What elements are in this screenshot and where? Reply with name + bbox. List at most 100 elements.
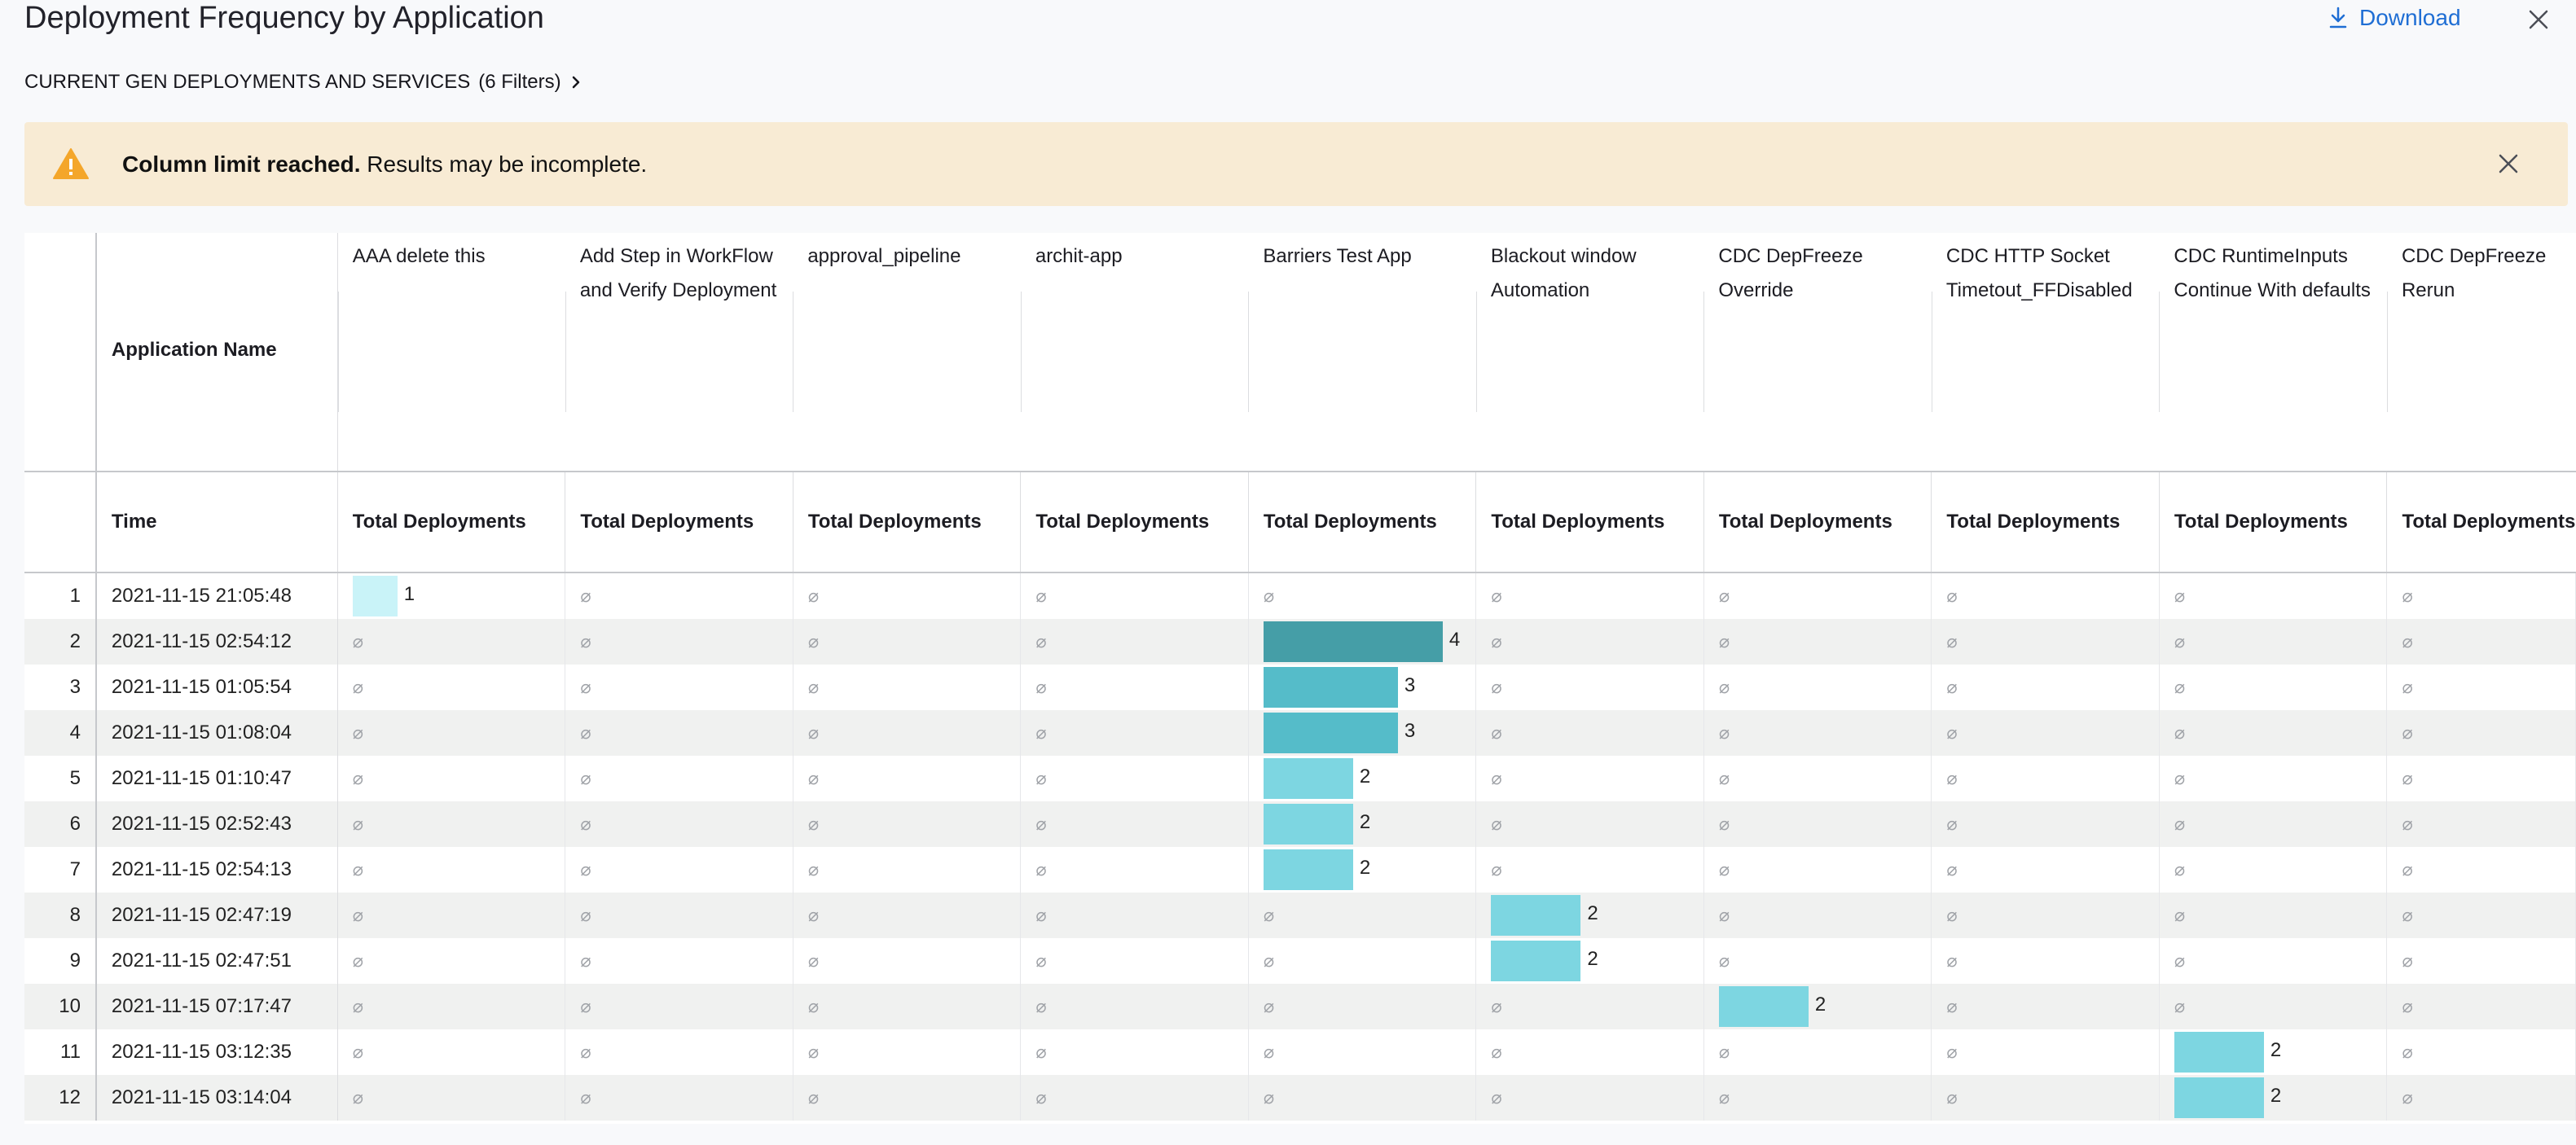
null-icon: ⌀ — [352, 814, 364, 834]
app-name: CDC HTTP Socket Timetout_FFDisabled — [1945, 245, 2133, 301]
close-banner-icon[interactable] — [2496, 151, 2521, 176]
deployment-bar — [1263, 713, 1398, 753]
value-cell: 2 — [2159, 1075, 2388, 1121]
value-cell: ⌀ — [565, 665, 793, 710]
column-divider — [2159, 292, 2161, 412]
app-column-header[interactable]: CDC HTTP Socket Timetout_FFDisabled — [1931, 233, 2160, 472]
value-cell: ⌀ — [337, 756, 566, 801]
close-icon[interactable] — [2524, 5, 2553, 34]
table-row[interactable]: 2 2021-11-15 02:54:12 ⌀ ⌀ ⌀ ⌀ 4 ⌀ ⌀ ⌀ ⌀ ⌀ — [24, 619, 2576, 665]
null-icon: ⌀ — [1946, 722, 1958, 743]
app-column-header[interactable]: Blackout window Automation — [1475, 233, 1704, 472]
value-cell: ⌀ — [2386, 619, 2576, 665]
metric-header[interactable]: Total Deployments — [336, 472, 565, 573]
value-cell: ⌀ — [1703, 756, 1932, 801]
value-cell: ⌀ — [337, 847, 566, 893]
value-cell: ⌀ — [337, 665, 566, 710]
null-icon: ⌀ — [807, 1087, 820, 1108]
row-index: 3 — [24, 665, 97, 710]
value-cell: ⌀ — [1020, 893, 1249, 938]
metric-header[interactable]: Total Deployments — [2158, 472, 2387, 573]
null-icon: ⌀ — [1035, 722, 1047, 743]
app-column-header[interactable]: AAA delete this — [337, 233, 565, 472]
metric-header[interactable]: Total Deployments — [565, 472, 793, 573]
null-icon: ⌀ — [2174, 631, 2186, 651]
app-column-header[interactable]: CDC DepFreeze Rerun — [2386, 233, 2576, 472]
filter-breadcrumb[interactable]: CURRENT GEN DEPLOYMENTS AND SERVICES (6 … — [24, 68, 581, 96]
table-row[interactable]: 1 2021-11-15 21:05:48 1 ⌀ ⌀ ⌀ ⌀ ⌀ ⌀ ⌀ ⌀ ⌀ — [24, 572, 2576, 619]
metric-header[interactable]: Total Deployments — [1020, 472, 1249, 573]
null-icon: ⌀ — [1263, 950, 1275, 971]
value-cell: ⌀ — [2159, 801, 2388, 847]
value-cell: ⌀ — [793, 938, 1022, 984]
time-header[interactable]: Time — [95, 472, 338, 573]
metric-header[interactable]: Total Deployments — [1247, 472, 1476, 573]
table-row[interactable]: 7 2021-11-15 02:54:13 ⌀ ⌀ ⌀ ⌀ 2 ⌀ ⌀ ⌀ ⌀ ⌀ — [24, 847, 2576, 893]
warning-text: Results may be incomplete. — [360, 151, 648, 177]
app-column-header[interactable]: CDC DepFreeze Override — [1703, 233, 1932, 472]
null-icon: ⌀ — [1718, 1087, 1730, 1108]
metric-header[interactable]: Total Deployments — [1931, 472, 2160, 573]
value-cell: ⌀ — [1475, 756, 1704, 801]
app-column-header[interactable]: archit-app — [1020, 233, 1249, 472]
deployment-bar — [1263, 667, 1398, 708]
table-row[interactable]: 9 2021-11-15 02:47:51 ⌀ ⌀ ⌀ ⌀ ⌀ 2 ⌀ ⌀ ⌀ ⌀ — [24, 938, 2576, 984]
value-cell: ⌀ — [1703, 1029, 1932, 1075]
app-column-header[interactable]: Add Step in WorkFlow and Verify Deployme… — [565, 233, 793, 472]
value-cell: ⌀ — [2386, 665, 2576, 710]
null-icon: ⌀ — [1946, 950, 1958, 971]
value-cell: 2 — [2159, 1029, 2388, 1075]
null-icon: ⌀ — [580, 1042, 591, 1062]
null-icon: ⌀ — [807, 814, 820, 834]
app-name: Blackout window Automation — [1490, 245, 1637, 301]
value-cell: ⌀ — [793, 756, 1022, 801]
app-column-header[interactable]: CDC RuntimeInputs Continue With defaults — [2159, 233, 2387, 472]
null-icon: ⌀ — [1946, 1087, 1958, 1108]
table-row[interactable]: 3 2021-11-15 01:05:54 ⌀ ⌀ ⌀ ⌀ 3 ⌀ ⌀ ⌀ ⌀ ⌀ — [24, 665, 2576, 710]
app-header-wrap: CDC DepFreeze Override — [1703, 233, 1932, 471]
null-icon: ⌀ — [1491, 859, 1502, 880]
metric-header[interactable]: Total Deployments — [792, 472, 1021, 573]
app-name: CDC DepFreeze Override — [1718, 245, 1863, 301]
download-icon — [2329, 7, 2347, 29]
value-cell: ⌀ — [2386, 893, 2576, 938]
value-cell: ⌀ — [2159, 756, 2388, 801]
table-row[interactable]: 5 2021-11-15 01:10:47 ⌀ ⌀ ⌀ ⌀ 2 ⌀ ⌀ ⌀ ⌀ ⌀ — [24, 756, 2576, 801]
value-cell: ⌀ — [1248, 1075, 1477, 1121]
app-column-header[interactable]: approval_pipeline — [793, 233, 1021, 472]
app-name: CDC DepFreeze Rerun — [2401, 245, 2547, 301]
value-cell: ⌀ — [565, 710, 793, 756]
app-header-wrap: CDC HTTP Socket Timetout_FFDisabled — [1931, 233, 2160, 471]
table-row[interactable]: 8 2021-11-15 02:47:19 ⌀ ⌀ ⌀ ⌀ ⌀ 2 ⌀ ⌀ ⌀ ⌀ — [24, 893, 2576, 938]
metric-header[interactable]: Total Deployments — [1475, 472, 1704, 573]
app-column-header[interactable]: Barriers Test App — [1248, 233, 1476, 472]
null-icon: ⌀ — [1491, 677, 1502, 697]
value-cell: ⌀ — [1931, 847, 2160, 893]
table-row[interactable]: 6 2021-11-15 02:52:43 ⌀ ⌀ ⌀ ⌀ 2 ⌀ ⌀ ⌀ ⌀ ⌀ — [24, 801, 2576, 847]
table-row[interactable]: 4 2021-11-15 01:08:04 ⌀ ⌀ ⌀ ⌀ 3 ⌀ ⌀ ⌀ ⌀ ⌀ — [24, 710, 2576, 756]
null-icon: ⌀ — [2402, 722, 2413, 743]
metric-header[interactable]: Total Deployments — [1703, 472, 1932, 573]
value-cell: ⌀ — [1020, 847, 1249, 893]
value-cell: ⌀ — [1931, 1075, 2160, 1121]
metric-header[interactable]: Total Deployments — [2386, 472, 2576, 573]
value-cell: ⌀ — [1703, 847, 1932, 893]
table-row[interactable]: 11 2021-11-15 03:12:35 ⌀ ⌀ ⌀ ⌀ ⌀ ⌀ ⌀ ⌀ 2 ⌀ — [24, 1029, 2576, 1075]
null-icon: ⌀ — [580, 768, 591, 788]
table-row[interactable]: 12 2021-11-15 03:14:04 ⌀ ⌀ ⌀ ⌀ ⌀ ⌀ ⌀ ⌀ 2 ⌀ — [24, 1075, 2576, 1121]
null-icon: ⌀ — [2402, 814, 2413, 834]
download-button[interactable]: Download — [2328, 3, 2461, 33]
time-cell: 2021-11-15 02:52:43 — [95, 801, 338, 847]
null-icon: ⌀ — [1035, 677, 1047, 697]
row-index: 6 — [24, 801, 97, 847]
value-cell: ⌀ — [793, 665, 1022, 710]
value-cell: ⌀ — [2159, 710, 2388, 756]
table-row[interactable]: 10 2021-11-15 07:17:47 ⌀ ⌀ ⌀ ⌀ ⌀ ⌀ 2 ⌀ ⌀ ⌀ — [24, 984, 2576, 1029]
null-icon: ⌀ — [580, 950, 591, 971]
value-cell: ⌀ — [1703, 801, 1932, 847]
data-grid: Application Name AAA delete this Add Step … — [24, 233, 2576, 1121]
value-cell: 3 — [1248, 665, 1477, 710]
row-index: 7 — [24, 847, 97, 893]
deployment-bar — [1263, 849, 1353, 890]
null-icon: ⌀ — [580, 859, 591, 880]
